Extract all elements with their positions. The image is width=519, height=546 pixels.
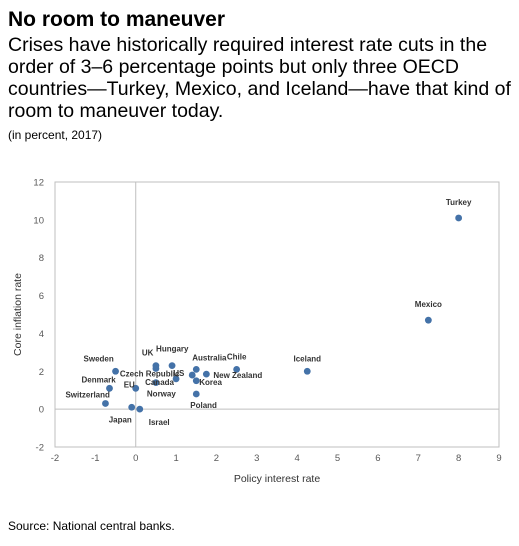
point-label-uk: UK (142, 349, 154, 358)
data-point-sweden (112, 367, 119, 375)
point-label-japan: Japan (109, 415, 132, 424)
plot-frame (54, 181, 500, 448)
x-tick-label: 0 (133, 453, 138, 464)
point-label-poland: Poland (190, 401, 217, 410)
data-point-chile (233, 365, 241, 373)
chart-subtitle: Crises have historically required intere… (8, 34, 511, 122)
data-point-czech-republic (152, 365, 160, 372)
point-label-denmark: Denmark (81, 375, 116, 384)
data-point-australia (192, 365, 200, 373)
chart-title: No room to maneuver (8, 8, 226, 31)
source-note: Source: National central banks. (8, 519, 175, 533)
point-label-korea: Korea (199, 378, 222, 387)
point-label-hungary: Hungary (156, 345, 189, 354)
point-label-czech-republic: Czech Republic (120, 369, 180, 378)
unit-note: (in percent, 2017) (8, 128, 103, 142)
y-tick-label: -2 (36, 443, 44, 454)
x-tick-label: 6 (375, 453, 380, 464)
y-axis-label: Core inflation rate (12, 273, 24, 356)
data-point-iceland (303, 367, 311, 375)
point-labels: Turkey Mexico Iceland Chile New Zealand Austr… (65, 198, 472, 427)
point-label-switzerland: Switzerland (65, 390, 110, 399)
x-tick-label: 7 (416, 453, 421, 464)
point-label-canada: Canada (145, 378, 174, 387)
point-label-new-zealand: New Zealand (213, 371, 262, 380)
point-label-us: US (173, 369, 185, 378)
data-point-denmark (106, 384, 113, 392)
x-tick-label: -1 (91, 453, 99, 464)
data-point-norway (152, 379, 160, 387)
data-point-us (188, 371, 196, 379)
data-point-new-zealand (202, 370, 210, 378)
data-points (102, 214, 463, 413)
x-tick-labels: -2 -1 0 1 2 3 4 5 6 7 8 9 (51, 453, 502, 464)
data-point-israel (136, 405, 144, 413)
x-tick-label: 4 (295, 453, 300, 464)
y-tick-label: 10 (33, 215, 44, 226)
y-tick-label: 12 (33, 178, 44, 189)
data-point-mexico (424, 316, 432, 324)
point-label-iceland: Iceland (293, 354, 321, 363)
y-tick-label: 8 (39, 253, 44, 264)
point-label-eu: EU (124, 380, 135, 389)
x-tick-label: 2 (214, 453, 219, 464)
point-label-norway: Norway (147, 390, 176, 399)
x-tick-label: 5 (335, 453, 340, 464)
data-point-hungary (168, 362, 176, 370)
x-tick-label: 1 (173, 453, 178, 464)
y-tick-label: 4 (39, 329, 44, 340)
data-point-japan (128, 403, 136, 411)
data-point-korea (192, 377, 200, 385)
point-label-australia: Australia (192, 353, 227, 362)
x-tick-label: 8 (456, 453, 461, 464)
data-point-canada (172, 375, 180, 383)
y-tick-label: 2 (39, 367, 44, 378)
point-label-israel: Israel (149, 418, 170, 427)
x-tick-label: 3 (254, 453, 259, 464)
x-tick-label: 9 (496, 453, 501, 464)
x-axis-label: Policy interest rate (234, 473, 321, 485)
point-label-chile: Chile (227, 352, 247, 361)
data-point-poland (192, 390, 200, 398)
y-tick-labels: -2 0 2 4 6 8 10 12 (33, 178, 44, 454)
data-point-turkey (455, 214, 463, 222)
data-point-switzerland (102, 400, 109, 407)
y-tick-label: 0 (39, 405, 44, 416)
data-point-eu (132, 384, 140, 392)
point-label-sweden: Sweden (84, 354, 114, 363)
point-label-mexico: Mexico (415, 300, 442, 309)
point-label-turkey: Turkey (446, 198, 472, 207)
y-tick-label: 6 (39, 291, 44, 302)
chart-axes (54, 181, 500, 448)
x-tick-label: -2 (51, 453, 59, 464)
